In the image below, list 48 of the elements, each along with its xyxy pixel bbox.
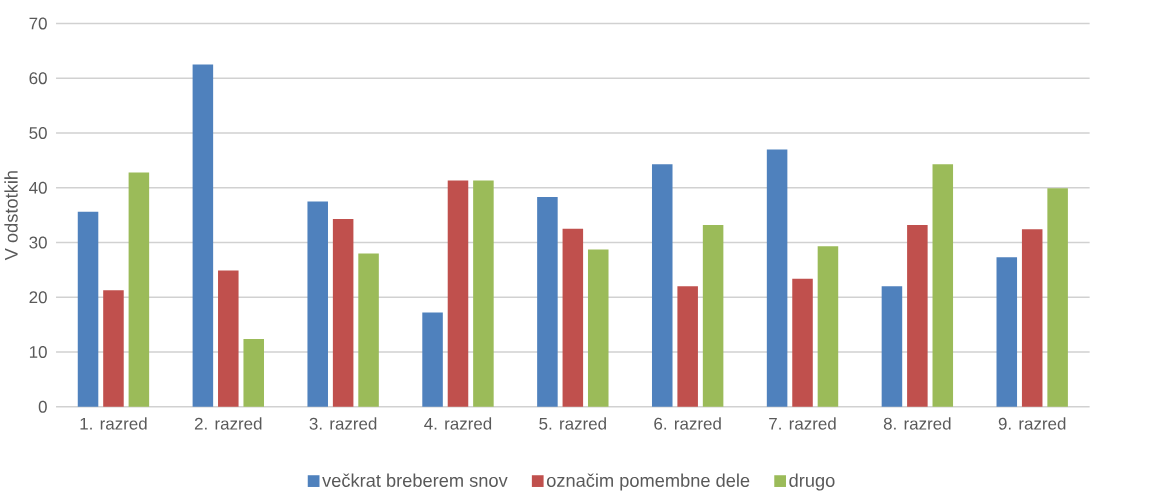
legend-label: večkrat breberem snov [322,473,508,487]
y-tick-label: 50 [29,127,47,140]
x-tick-label: 6. razred [654,417,721,430]
bar [932,164,954,407]
bar [218,270,239,407]
y-tick-label: 70 [29,17,47,30]
bar [881,286,903,407]
bar [473,180,494,407]
bar [332,218,354,407]
y-tick-label: 60 [29,72,47,85]
y-tick-label: 0 [38,400,47,413]
bar [307,201,328,407]
x-tick-label: 8. razred [883,417,951,430]
bar [1021,229,1043,407]
bar [562,228,584,407]
bar [103,290,124,407]
x-tick-label: 2. razred [194,417,262,430]
x-tick-label: 9. razred [998,417,1066,430]
legend-label: drugo [789,473,835,491]
bar [817,246,839,407]
y-tick-label: 10 [29,346,47,359]
bar [447,180,469,407]
x-tick-label: 5. razred [539,417,606,430]
bar [77,211,99,407]
y-axis-title: V odstotkih [4,171,18,261]
bar [128,172,150,407]
bar [192,64,214,407]
bar [537,197,558,407]
bar [907,225,928,407]
bar [358,253,379,407]
bar [702,225,724,407]
bar [587,249,609,407]
y-tick-label: 30 [29,236,47,249]
bar [243,338,264,407]
bar [677,286,698,407]
x-tick-label: 7. razred [769,417,836,430]
bar [766,149,788,407]
x-tick-label: 1. razred [80,417,147,430]
x-tick-label: 4. razred [424,417,492,430]
y-tick-label: 40 [29,181,47,194]
legend-label: označim pomembne dele [546,473,750,491]
bar [996,257,1018,407]
bar [422,312,443,407]
x-tick-label: 3. razred [309,417,377,430]
bar [651,164,673,407]
bar [792,278,813,407]
y-tick-label: 20 [29,291,47,304]
bar [1047,188,1068,407]
